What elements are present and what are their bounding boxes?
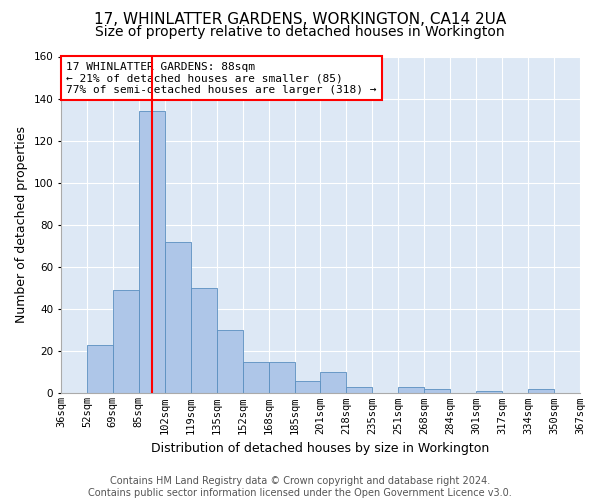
Bar xyxy=(242,362,269,394)
Text: Size of property relative to detached houses in Workington: Size of property relative to detached ho… xyxy=(95,25,505,39)
Bar xyxy=(87,345,113,394)
Bar xyxy=(113,290,139,394)
X-axis label: Distribution of detached houses by size in Workington: Distribution of detached houses by size … xyxy=(151,442,490,455)
Bar xyxy=(269,362,295,394)
Bar xyxy=(165,242,191,394)
Bar xyxy=(320,372,346,394)
Text: Contains HM Land Registry data © Crown copyright and database right 2024.
Contai: Contains HM Land Registry data © Crown c… xyxy=(88,476,512,498)
Bar xyxy=(424,389,450,394)
Bar xyxy=(217,330,242,394)
Bar xyxy=(346,387,373,394)
Bar xyxy=(476,392,502,394)
Y-axis label: Number of detached properties: Number of detached properties xyxy=(15,126,28,324)
Text: 17 WHINLATTER GARDENS: 88sqm
← 21% of detached houses are smaller (85)
77% of se: 17 WHINLATTER GARDENS: 88sqm ← 21% of de… xyxy=(66,62,377,95)
Bar xyxy=(139,111,165,394)
Bar xyxy=(398,387,424,394)
Text: 17, WHINLATTER GARDENS, WORKINGTON, CA14 2UA: 17, WHINLATTER GARDENS, WORKINGTON, CA14… xyxy=(94,12,506,28)
Bar xyxy=(528,389,554,394)
Bar xyxy=(295,381,320,394)
Bar xyxy=(191,288,217,394)
